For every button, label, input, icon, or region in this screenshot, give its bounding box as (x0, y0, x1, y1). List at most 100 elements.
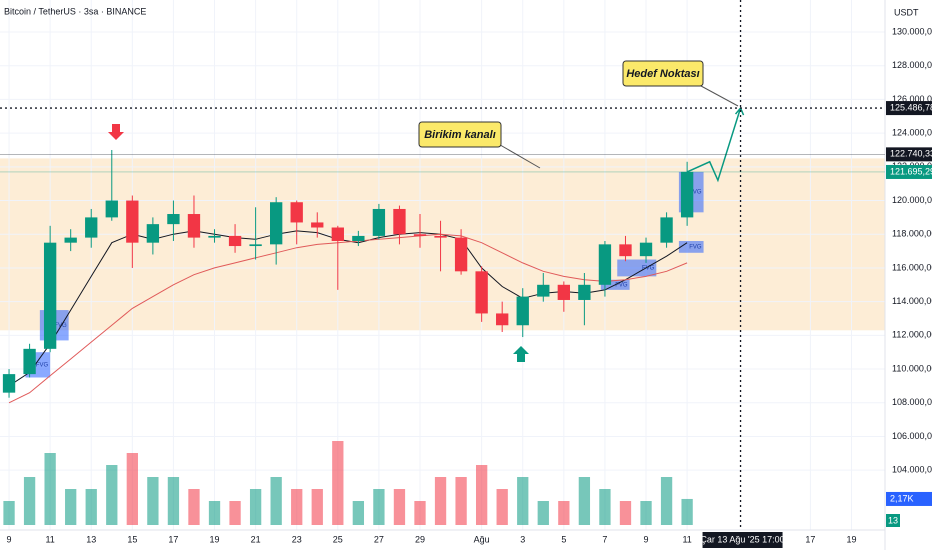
moving-average (8, 233, 688, 404)
fvg-label: FVG (642, 266, 655, 272)
y-tick-label: 128.000,00 (892, 60, 932, 70)
volume-bar (188, 489, 200, 525)
candle-body (578, 284, 591, 300)
fvg-label: FVG (689, 190, 702, 196)
candle-body (167, 214, 180, 225)
candle-body (126, 200, 139, 243)
volume-bar (558, 501, 570, 525)
candle-body (290, 202, 303, 223)
y-tick-label: 104.000,00 (892, 465, 932, 475)
candle-body (331, 227, 344, 241)
volume-bar (496, 489, 508, 525)
volume-bar (229, 501, 241, 525)
candle-body (372, 208, 386, 236)
volume-bar (414, 501, 426, 525)
candle-body (270, 202, 283, 245)
x-tick-label: 23 (292, 534, 302, 544)
volume-bar (208, 501, 221, 525)
price-tag-bg (886, 147, 932, 162)
candle-body (434, 235, 447, 238)
candle-body (85, 217, 98, 238)
annotation-box (418, 121, 502, 148)
y-tick-label: 116.000,00 (892, 262, 932, 272)
x-tick-label: 5 (561, 534, 566, 544)
crosshair-label: Çar 13 Ağu '25 17:00 (700, 534, 784, 544)
fvg-label: FVG (36, 362, 49, 368)
sell-arrow (108, 124, 124, 140)
annotation-box (622, 60, 704, 87)
moving-average (8, 230, 688, 387)
volume-bar (434, 477, 447, 525)
candle-body (311, 222, 324, 228)
volume-bar (517, 477, 529, 525)
candle-body (146, 224, 160, 243)
volume-bar (681, 498, 693, 525)
annotation: Hedef Noktası (626, 68, 699, 80)
volume-bar (578, 477, 591, 525)
x-tick-label: 17 (168, 534, 178, 544)
x-tick-label: 9 (644, 534, 649, 544)
annotation-pointer (494, 141, 541, 169)
volume-bar (291, 489, 303, 525)
candle-body (496, 313, 509, 326)
candle-body (680, 171, 694, 218)
x-tick-label: 11 (682, 534, 691, 544)
price-tag-bg (886, 491, 932, 506)
volume-bar (147, 477, 159, 525)
candle-body (557, 284, 570, 300)
candle-body (249, 244, 262, 247)
fvg-label: FVG (615, 282, 628, 288)
volume-bar (44, 453, 56, 525)
volume-bar (537, 501, 549, 525)
x-tick-label: 11 (45, 534, 54, 544)
volume-bar (455, 477, 467, 525)
x-tick-label: 15 (127, 534, 137, 544)
candle-body (208, 235, 221, 238)
volume-bar (475, 465, 488, 525)
y-tick-label: 106.000,00 (892, 431, 932, 441)
volume-bar (126, 453, 138, 525)
y-tick-label: 124.000,00 (892, 128, 932, 138)
candle-body (43, 242, 57, 349)
x-tick-label: 3 (520, 534, 525, 544)
volume-bar (332, 441, 344, 525)
candle-body (187, 214, 201, 238)
x-tick-label: 9 (7, 534, 12, 544)
x-tick-label: 29 (415, 534, 425, 544)
candle-body (619, 244, 632, 257)
volume-bar (249, 489, 262, 525)
candle-body (413, 234, 427, 236)
y-tick-label: 130.000,00 (892, 26, 932, 36)
fvg-label: FVG (689, 244, 702, 250)
volume-bar (311, 489, 323, 525)
candle-body (2, 374, 16, 393)
volume-bar (660, 477, 673, 525)
volume-bar (599, 489, 611, 525)
currency: USDT (894, 7, 919, 17)
y-tick-label: 126.000,00 (892, 94, 932, 104)
price-tag: 122.740,33 (890, 149, 932, 159)
candle-body (352, 235, 365, 241)
candle-body (475, 271, 488, 314)
candle-body (598, 244, 612, 285)
volume-bar (106, 465, 118, 525)
candle-body (660, 217, 673, 243)
buy-arrow (513, 346, 529, 362)
candle-body (64, 237, 77, 243)
x-tick-label: Ağu (474, 534, 490, 544)
candle-body (228, 235, 242, 247)
x-tick-label: 17 (805, 534, 815, 544)
y-tick-label: 114.000,00 (892, 296, 932, 306)
volume-bar (167, 477, 180, 525)
x-tick-label: 27 (374, 534, 384, 544)
fvg-box (678, 240, 704, 253)
projection-path (686, 107, 742, 183)
volume-bar (270, 477, 282, 525)
candle-body (23, 348, 36, 375)
volume-bar (3, 501, 15, 525)
price-tag-bg (886, 101, 932, 116)
x-tick-label: 21 (251, 534, 261, 544)
fvg-box (617, 259, 657, 277)
